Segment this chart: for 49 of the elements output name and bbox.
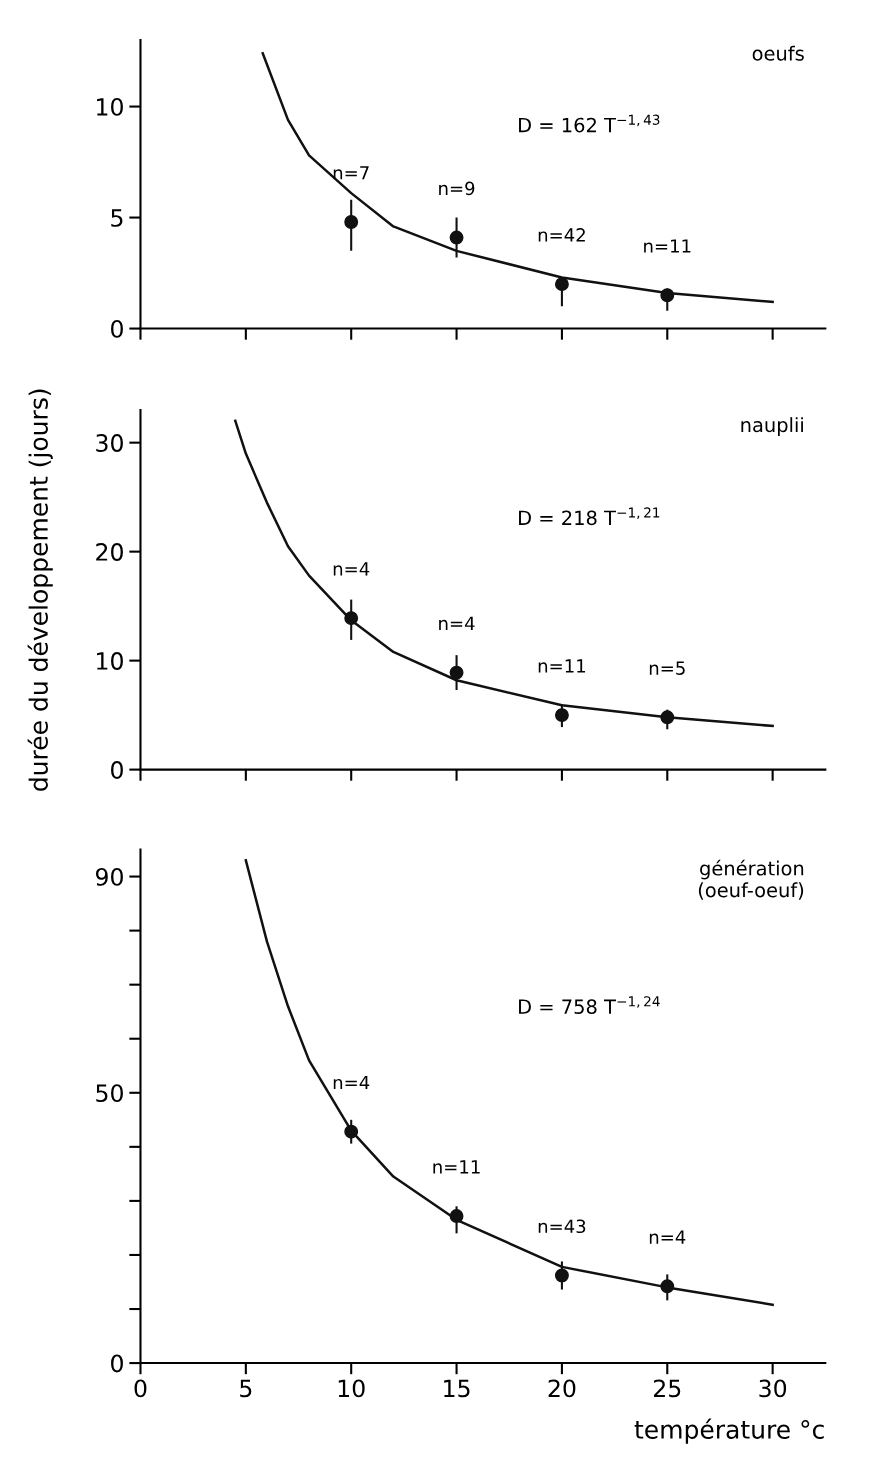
- y-tick-label: 20: [96, 543, 123, 561]
- y-tick-label: 0: [111, 320, 123, 338]
- point: [449, 230, 464, 245]
- y-tick-label: 90: [95, 868, 123, 886]
- point: [554, 708, 569, 723]
- point: [344, 215, 359, 229]
- point: [449, 1209, 464, 1223]
- x-tick-label: 30: [759, 1379, 787, 1398]
- annotation: n=4: [439, 616, 475, 630]
- annotation: n=11: [433, 1160, 480, 1174]
- x-tick-label: 25: [653, 1379, 681, 1398]
- point: [449, 665, 464, 680]
- text: génération (oeuf-oeuf): [698, 859, 804, 900]
- chart-title: oeufs: [752, 45, 804, 61]
- annotation: n=42: [538, 228, 585, 242]
- annotation: n=11: [644, 239, 691, 253]
- y-tick-label: 10: [97, 652, 123, 670]
- annotation: n=43: [538, 1219, 586, 1234]
- chart-title: nauplii: [741, 417, 803, 436]
- x-tick-label: 10: [338, 1379, 365, 1398]
- point: [660, 288, 675, 303]
- annotation: n=9: [439, 181, 475, 196]
- annotation: n=5: [649, 661, 685, 675]
- annotation: n=4: [333, 562, 370, 576]
- point: [660, 1279, 675, 1294]
- point: [344, 1124, 359, 1139]
- point: [344, 611, 359, 626]
- y-tick-label: 10: [97, 98, 123, 116]
- y-tick-label: 30: [96, 434, 123, 452]
- annotation: n=7: [333, 166, 369, 180]
- annotation: D = 218 T$^{−1,21}$: [519, 507, 660, 526]
- point: [660, 710, 675, 725]
- point: [554, 1268, 569, 1283]
- annotation: D = 758 T$^{−1,24}$: [519, 996, 660, 1014]
- point: [554, 277, 569, 292]
- annotation: D = 162 T$^{−1,43}$: [519, 114, 660, 133]
- y-axis-title: durée du développement (jours): [27, 389, 53, 791]
- x-tick-label: 5: [240, 1379, 252, 1398]
- x-axis-title: température °c: [634, 1418, 824, 1444]
- x-tick-label: 20: [548, 1379, 576, 1398]
- x-tick-label: 0: [134, 1379, 147, 1398]
- y-tick-label: 0: [111, 1354, 123, 1373]
- y-tick-label: 5: [111, 209, 123, 227]
- y-tick-label: 50: [96, 1084, 123, 1103]
- annotation: n=4: [649, 1230, 686, 1244]
- annotation: n=11: [538, 659, 586, 673]
- annotation: n=4: [333, 1075, 370, 1090]
- x-tick-label: 15: [444, 1379, 470, 1398]
- y-tick-label: 0: [111, 761, 123, 779]
